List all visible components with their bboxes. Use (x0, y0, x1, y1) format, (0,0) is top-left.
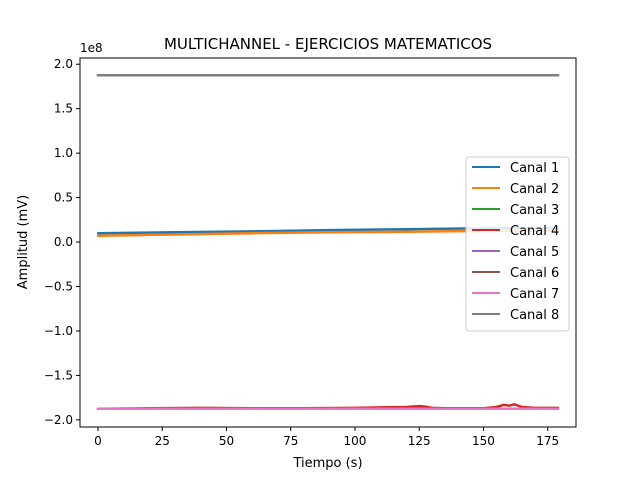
x-axis-label: Tiempo (s) (292, 456, 362, 471)
x-tick-label: 25 (155, 434, 170, 448)
y-tick-label: 1.0 (54, 146, 73, 160)
y-tick-label: −2.0 (44, 413, 73, 427)
y-tick-label: 0.0 (54, 235, 73, 249)
legend-label: Canal 3 (510, 203, 559, 218)
x-tick-label: 125 (408, 434, 431, 448)
legend-label: Canal 6 (510, 266, 559, 281)
y-tick-label: 1.5 (54, 102, 73, 116)
y-tick-label: −1.0 (44, 324, 73, 338)
y-tick-label: 0.5 (54, 191, 73, 205)
x-tick-label: 150 (472, 434, 495, 448)
legend-label: Canal 2 (510, 182, 559, 197)
legend-box (465, 156, 570, 332)
x-tick-label: 0 (94, 434, 102, 448)
legend: Canal 1 Canal 2 Canal 3 Canal 4 Canal 5 Canal… (465, 156, 570, 332)
y-ticks: 2.0 1.5 1.0 0.5 0.0 −0.5 −1.0 −1.5 −2.0 (44, 57, 80, 427)
y-tick-label: 2.0 (54, 57, 73, 71)
x-tick-label: 100 (344, 434, 367, 448)
y-tick-label: −0.5 (44, 280, 73, 294)
x-tick-label: 175 (536, 434, 559, 448)
y-offset-label: 1e8 (80, 41, 103, 55)
x-tick-label: 50 (219, 434, 234, 448)
legend-label: Canal 5 (510, 245, 559, 260)
legend-label: Canal 1 (510, 161, 559, 176)
legend-label: Canal 4 (510, 224, 559, 239)
x-tick-label: 75 (283, 434, 298, 448)
y-tick-label: −1.5 (44, 368, 73, 382)
x-ticks: 0 25 50 75 100 125 150 175 (94, 427, 559, 448)
chart-title: MULTICHANNEL - EJERCICIOS MATEMATICOS (164, 35, 492, 53)
series-layer (96, 74, 560, 411)
y-axis-label: Amplitud (mV) (16, 195, 31, 289)
legend-label: Canal 7 (510, 287, 559, 302)
legend-label: Canal 8 (510, 308, 559, 323)
